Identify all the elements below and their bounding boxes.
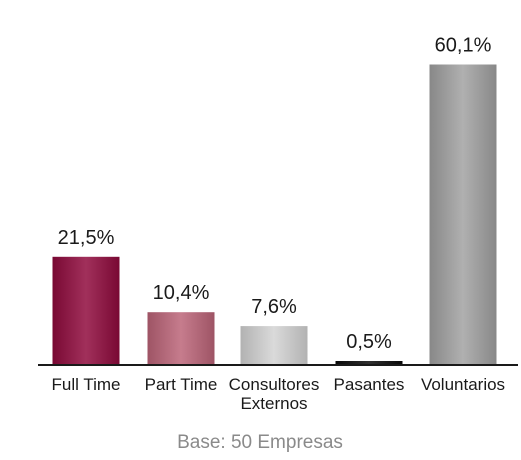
category-label-3: Pasantes [334, 375, 405, 394]
category-label-0: Full Time [52, 375, 121, 394]
value-label-4: 60,1% [435, 35, 492, 57]
value-label-3: 0,5% [346, 331, 392, 353]
bars-group [52, 64, 497, 364]
bar-0 [52, 256, 120, 364]
value-label-1: 10,4% [153, 282, 210, 304]
footnote: Base: 50 Empresas [177, 432, 343, 453]
bar-4 [429, 64, 497, 364]
value-label-2: 7,6% [251, 296, 297, 318]
bar-2 [240, 326, 308, 364]
category-label-2-line-0: Consultores [229, 375, 320, 394]
bar-3 [335, 361, 403, 364]
bar-1 [147, 312, 215, 364]
category-label-1: Part Time [145, 375, 218, 394]
value-labels-group: 21,5% 10,4% 7,6% 0,5% 60,1% [58, 35, 492, 354]
value-label-0: 21,5% [58, 227, 115, 249]
category-label-2-line-1: Externos [240, 394, 307, 413]
category-label-4: Voluntarios [421, 375, 505, 394]
